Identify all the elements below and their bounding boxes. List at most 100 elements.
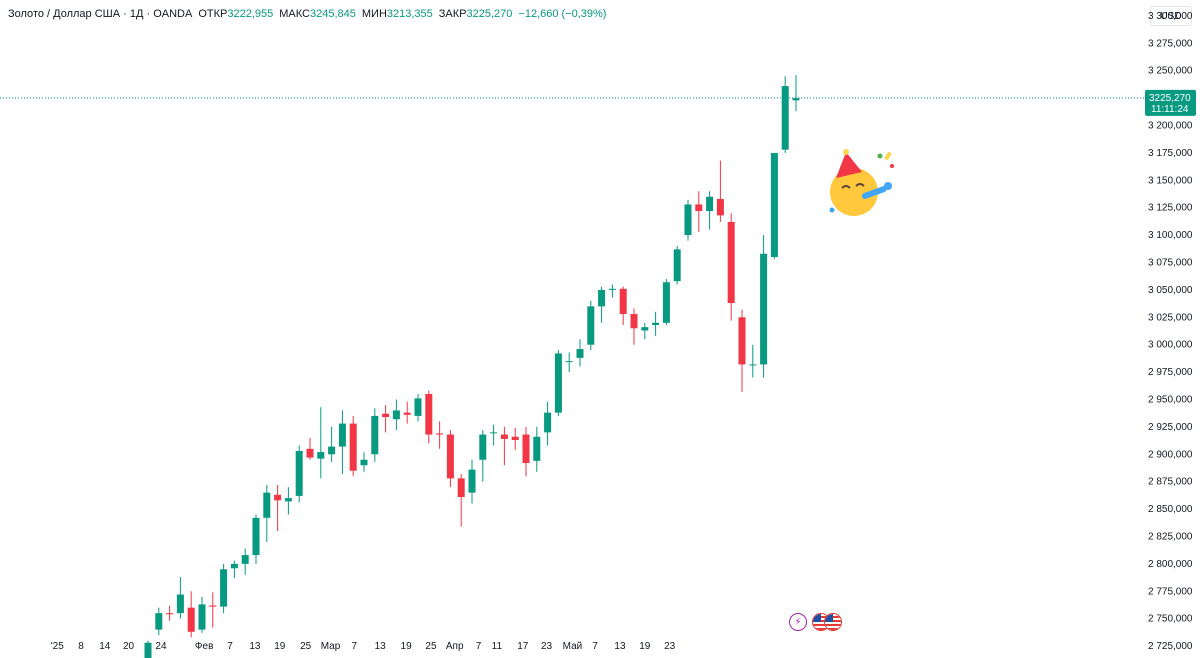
candle-body xyxy=(295,450,303,496)
candle[interactable] xyxy=(619,286,627,325)
price-tick-label: 3 150,000 xyxy=(1148,175,1193,186)
candle[interactable] xyxy=(187,591,195,638)
candle[interactable] xyxy=(781,76,789,153)
candle[interactable] xyxy=(706,191,714,230)
candle[interactable] xyxy=(252,514,260,564)
candle[interactable] xyxy=(500,426,508,466)
candle[interactable] xyxy=(295,445,303,503)
candle[interactable] xyxy=(263,484,271,542)
candle[interactable] xyxy=(479,430,487,482)
candle[interactable] xyxy=(284,487,292,515)
symbol-name[interactable]: Золото / Доллар США · 1Д · OANDA xyxy=(8,8,193,20)
price-tick-label: 2 775,000 xyxy=(1148,586,1193,597)
candle[interactable] xyxy=(403,401,411,424)
candle[interactable] xyxy=(760,235,768,378)
candle[interactable] xyxy=(360,452,368,472)
candle-body xyxy=(490,432,498,434)
candle-body xyxy=(425,394,433,435)
candle[interactable] xyxy=(425,390,433,444)
candle[interactable] xyxy=(598,286,606,323)
candle[interactable] xyxy=(490,424,498,446)
candle[interactable] xyxy=(608,284,616,298)
candle[interactable] xyxy=(198,596,206,633)
candle[interactable] xyxy=(306,437,314,460)
candle[interactable] xyxy=(554,350,562,416)
currency-selector[interactable]: USD xyxy=(1150,6,1192,26)
candle[interactable] xyxy=(727,213,735,321)
price-tick-label: 3 050,000 xyxy=(1148,285,1193,296)
candle[interactable] xyxy=(230,560,238,579)
candle[interactable] xyxy=(328,426,336,462)
candle[interactable] xyxy=(155,607,163,636)
candle[interactable] xyxy=(662,278,670,325)
candle[interactable] xyxy=(414,394,422,422)
candle-body xyxy=(436,433,444,435)
price-tick-label: 3 025,000 xyxy=(1148,312,1193,323)
candle[interactable] xyxy=(209,592,217,628)
candle[interactable] xyxy=(274,484,282,531)
open-label: ОТКР xyxy=(198,8,228,20)
candle-body xyxy=(554,353,562,413)
candle[interactable] xyxy=(511,427,519,450)
candle-body xyxy=(738,317,746,365)
us-flag-icon-2[interactable] xyxy=(824,613,842,631)
candle[interactable] xyxy=(533,426,541,472)
candle-body xyxy=(533,436,541,461)
candle[interactable] xyxy=(392,399,400,431)
candle[interactable] xyxy=(749,344,757,378)
candle[interactable] xyxy=(446,430,454,488)
time-tick-label: 19 xyxy=(639,641,651,652)
price-tick-label: 2 725,000 xyxy=(1148,641,1193,652)
candle[interactable] xyxy=(587,300,595,351)
candle[interactable] xyxy=(457,474,465,527)
candle[interactable] xyxy=(544,401,552,446)
time-tick-label: Фев xyxy=(195,641,213,652)
price-tick-label: 2 925,000 xyxy=(1148,422,1193,433)
symbol-header: Золото / Доллар США · 1Д · OANDA ОТКР 32… xyxy=(8,6,606,22)
candle[interactable] xyxy=(641,322,649,340)
candle[interactable] xyxy=(630,308,638,345)
candle[interactable] xyxy=(468,459,476,504)
candle-body xyxy=(360,459,368,466)
candle[interactable] xyxy=(684,200,692,241)
candle-body xyxy=(781,86,789,150)
candle-body xyxy=(684,204,692,236)
low-value: 3213,355 xyxy=(386,8,433,20)
candle[interactable] xyxy=(382,404,390,433)
candle[interactable] xyxy=(176,577,184,619)
price-axis[interactable]: 2 725,000 2 750,000 2 775,000 2 800,000 2 82… xyxy=(1148,11,1193,652)
candle-body xyxy=(144,642,152,658)
candle[interactable] xyxy=(716,160,724,222)
candle[interactable] xyxy=(792,75,800,112)
candle[interactable] xyxy=(770,152,778,260)
candle-body xyxy=(338,423,346,447)
lightning-icon[interactable]: ⚡ xyxy=(789,613,807,631)
candle[interactable] xyxy=(220,563,228,614)
candle-body xyxy=(414,398,422,416)
time-axis[interactable]: '25 8 14 20 24 Фев 7 13 19 25 Мар 7 13 19 25 Апр 7 11 17 23… xyxy=(51,641,676,652)
candle[interactable] xyxy=(673,246,681,285)
time-tick-label: 19 xyxy=(274,641,286,652)
candle[interactable] xyxy=(576,339,584,367)
candle-body xyxy=(392,410,400,420)
candle[interactable] xyxy=(349,415,357,477)
time-tick-label: 7 xyxy=(351,641,357,652)
candle[interactable] xyxy=(652,311,660,336)
price-tick-label: 2 875,000 xyxy=(1148,477,1193,488)
candle[interactable] xyxy=(565,352,573,373)
candle[interactable] xyxy=(436,421,444,449)
candle[interactable] xyxy=(695,191,703,232)
candle[interactable] xyxy=(241,548,249,575)
candle[interactable] xyxy=(144,640,152,658)
candle-body xyxy=(252,517,260,556)
time-tick-label: 11 xyxy=(492,641,503,652)
candle[interactable] xyxy=(522,426,530,477)
candle[interactable] xyxy=(738,309,746,392)
candle[interactable] xyxy=(338,410,346,475)
candle[interactable] xyxy=(371,408,379,462)
candle[interactable] xyxy=(317,407,325,479)
candle-body xyxy=(511,436,519,441)
candle[interactable] xyxy=(166,605,174,621)
candles-layer xyxy=(144,75,800,658)
